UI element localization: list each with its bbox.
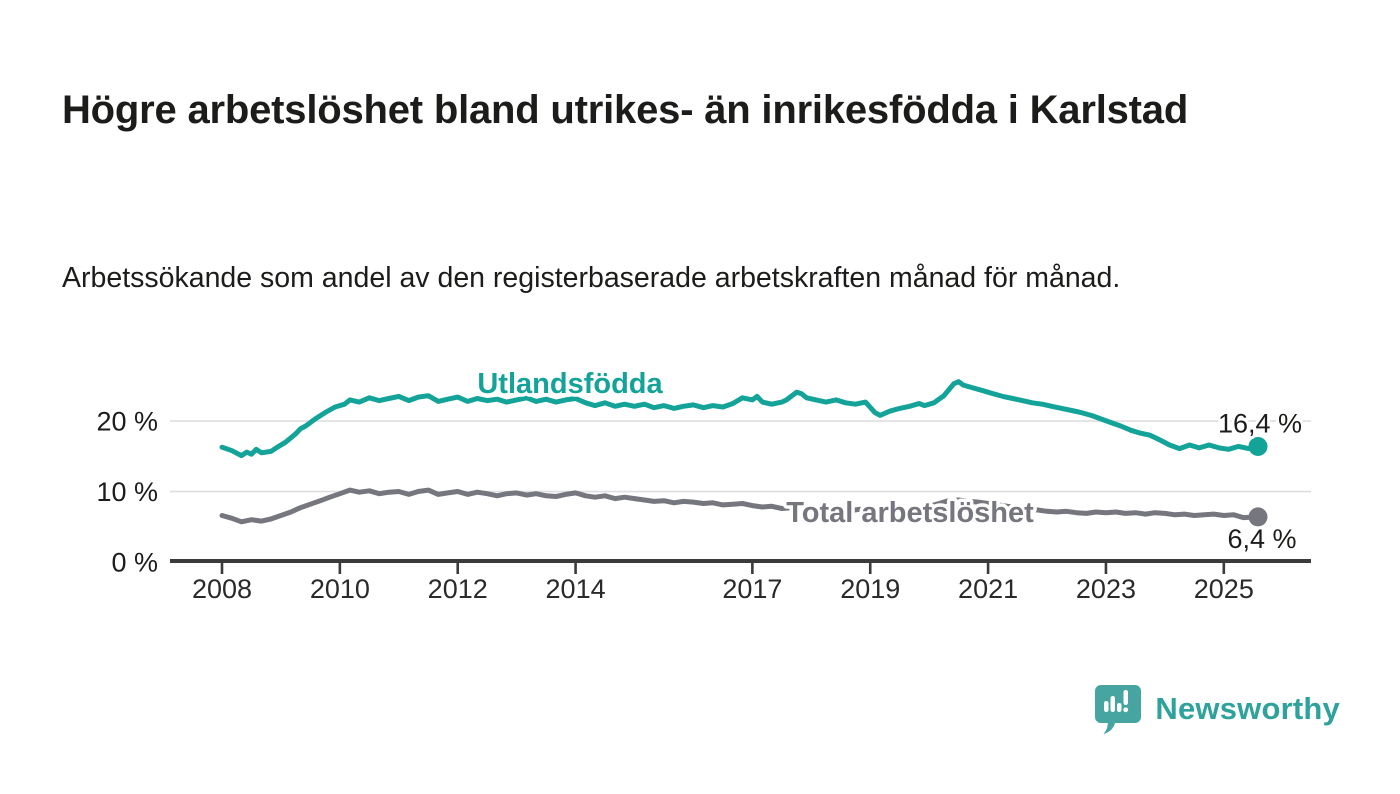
series-line-total [219,487,1261,525]
exclamation-stem [1123,690,1129,705]
x-axis-tick-label: 2008 [192,574,252,604]
x-axis-tick-label: 2010 [310,574,370,604]
y-axis-tick-label: 10 % [96,477,158,507]
series-line-utlandsfodda [219,379,1261,459]
page-subtitle: Arbetssökande som andel av den registerb… [62,261,1121,294]
x-axis-tick-label: 2017 [722,574,782,604]
series-end-dot [1248,507,1268,527]
page-title: Högre arbetslöshet bland utrikes- än inr… [62,87,1189,132]
y-axis-tick-label: 0 % [111,548,158,578]
series-label-utlandsfodda: Utlandsfödda [477,368,663,400]
series-end-value-label: 16,4 % [1218,408,1302,438]
y-axis-tick-label: 20 % [96,407,158,437]
bar-chart-glyph [1104,690,1129,713]
x-axis-tick-label: 2019 [840,574,900,604]
x-axis-tick-label: 2021 [958,574,1018,604]
exclamation-dot [1123,707,1129,713]
x-axis-tick-label: 2012 [428,574,488,604]
brand-footer: Newsworthy [1095,682,1340,736]
x-axis-tick-label: 2023 [1076,574,1136,604]
series-end-dot [1248,436,1268,456]
brand-name: Newsworthy [1155,691,1340,726]
newsworthy-logo-icon [1095,685,1142,734]
series-label-total: Total arbetslöshet [786,497,1034,529]
x-axis-tick-label: 2014 [546,574,606,604]
x-axis-tick-label: 2025 [1194,574,1254,604]
series-end-value-label: 6,4 % [1227,524,1296,554]
